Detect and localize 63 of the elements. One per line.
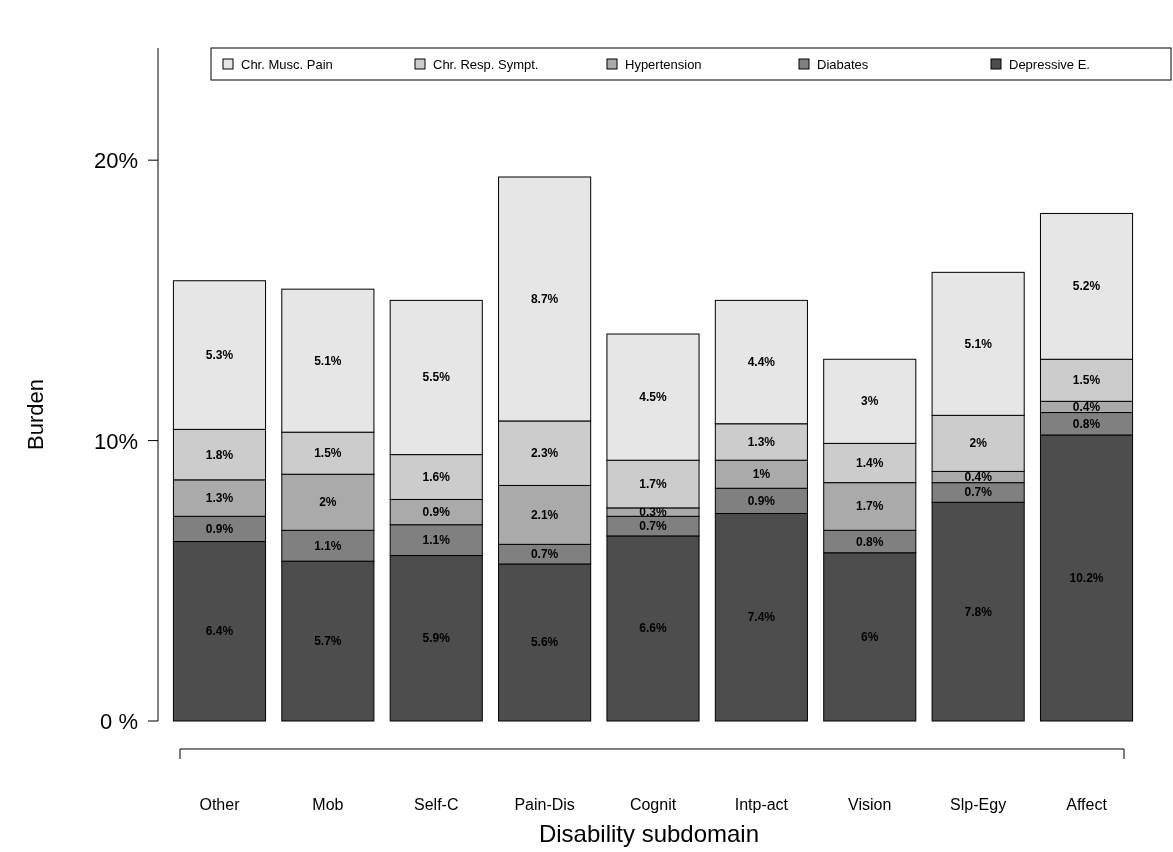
x-tick-label: Intp-act bbox=[734, 796, 789, 813]
data-label: 7.8% bbox=[964, 604, 993, 619]
data-label: 5.1% bbox=[314, 353, 342, 368]
data-label: 10.2% bbox=[1069, 570, 1104, 585]
data-label: 0.9% bbox=[747, 493, 776, 508]
x-tick-label: Mob bbox=[312, 796, 344, 813]
data-label: 0.8% bbox=[856, 534, 884, 549]
y-tick-label: 10% bbox=[93, 428, 138, 454]
x-tick-label: Pain-Dis bbox=[514, 796, 575, 813]
data-label: 1.5% bbox=[1072, 373, 1101, 388]
data-label: 1.6% bbox=[422, 470, 451, 485]
data-label: 0.9% bbox=[422, 505, 451, 520]
data-label: 0.4% bbox=[964, 470, 993, 485]
x-tick-label: Cognit bbox=[629, 796, 677, 813]
data-label: 0.8% bbox=[1072, 416, 1101, 431]
data-label: 8.7% bbox=[530, 291, 559, 306]
data-label: 2% bbox=[969, 436, 988, 451]
data-label: 4.4% bbox=[747, 355, 776, 370]
data-label: 1.5% bbox=[314, 446, 342, 461]
data-label: 6.4% bbox=[205, 624, 234, 639]
data-label: 0.9% bbox=[205, 521, 234, 536]
data-label: 1.8% bbox=[205, 447, 234, 462]
x-tick-label: Affect bbox=[1066, 796, 1108, 813]
data-label: 1.7% bbox=[639, 477, 667, 492]
data-label: 0.7% bbox=[964, 485, 993, 500]
y-axis-title: Burden bbox=[23, 379, 48, 450]
data-label: 0.4% bbox=[1072, 399, 1101, 414]
data-label: 1.3% bbox=[747, 434, 776, 449]
y-tick-label: 0 % bbox=[100, 709, 138, 734]
data-label: 5.2% bbox=[1072, 279, 1101, 294]
data-label: 0.7% bbox=[530, 547, 559, 562]
data-label: 1.1% bbox=[314, 538, 342, 553]
data-label: 0.7% bbox=[639, 519, 667, 534]
data-label: 1.4% bbox=[856, 456, 884, 471]
legend-label: Chr. Resp. Sympt. bbox=[433, 57, 539, 72]
x-tick-label: Self-C bbox=[414, 796, 459, 813]
data-label: 1% bbox=[752, 467, 771, 482]
x-tick-label: Other bbox=[199, 796, 241, 813]
data-label: 5.6% bbox=[530, 635, 559, 650]
legend-label: Diabates bbox=[817, 57, 869, 72]
data-label: 5.9% bbox=[422, 631, 451, 646]
data-label: 5.1% bbox=[964, 336, 993, 351]
data-label: 4.5% bbox=[639, 390, 667, 405]
data-label: 5.7% bbox=[314, 634, 342, 649]
data-label: 2% bbox=[319, 495, 337, 510]
data-label: 1.7% bbox=[856, 499, 884, 514]
data-label: 6% bbox=[861, 629, 879, 644]
data-label: 2.3% bbox=[530, 446, 559, 461]
data-label: 1.3% bbox=[205, 491, 234, 506]
data-label: 3% bbox=[861, 394, 879, 409]
legend-label: Hypertension bbox=[625, 57, 702, 72]
legend-label: Chr. Musc. Pain bbox=[241, 57, 333, 72]
legend-label: Depressive E. bbox=[1009, 57, 1090, 72]
data-label: 2.1% bbox=[530, 507, 559, 522]
data-label: 6.6% bbox=[639, 621, 667, 636]
x-tick-label: Vision bbox=[848, 796, 892, 813]
data-label: 1.1% bbox=[422, 533, 451, 548]
x-tick-label: Slp-Egy bbox=[950, 796, 1007, 813]
y-tick-label: 20% bbox=[93, 148, 138, 174]
data-label: 5.3% bbox=[205, 348, 234, 363]
data-label: 5.5% bbox=[422, 370, 451, 385]
x-axis-title: Disability subdomain bbox=[538, 820, 760, 847]
data-label: 7.4% bbox=[747, 610, 776, 625]
